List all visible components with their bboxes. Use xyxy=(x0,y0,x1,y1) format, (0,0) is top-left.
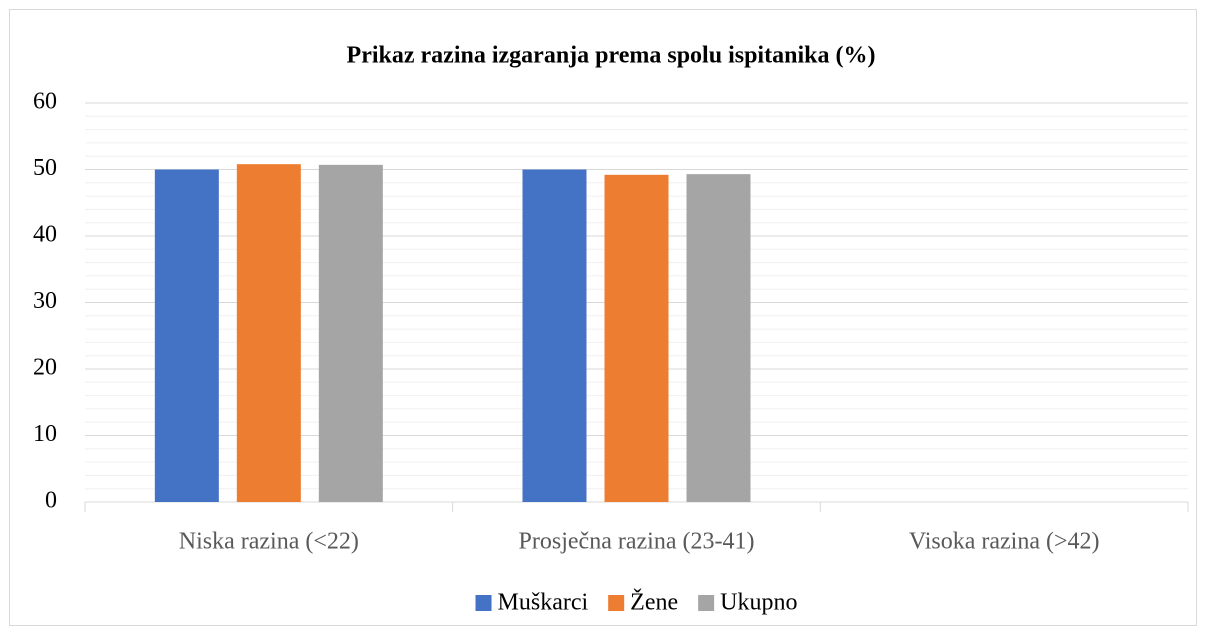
bar xyxy=(154,169,219,502)
legend-swatch xyxy=(475,595,492,611)
bar xyxy=(686,174,751,502)
legend-label: Žene xyxy=(630,590,678,616)
y-tick-label: 60 xyxy=(33,89,57,115)
bar xyxy=(318,164,383,502)
y-tick-label: 40 xyxy=(33,222,57,248)
bar xyxy=(604,174,669,502)
y-tick-label: 30 xyxy=(33,288,57,314)
bar xyxy=(522,169,587,502)
y-tick-label: 50 xyxy=(33,155,57,181)
x-tick-label: Niska razina (<22) xyxy=(179,529,359,555)
legend-label: Muškarci xyxy=(498,590,589,616)
x-tick-label: Visoka razina (>42) xyxy=(909,529,1100,555)
legend-swatch xyxy=(608,595,625,611)
legend-label: Ukupno xyxy=(720,590,797,616)
bar xyxy=(236,164,301,502)
chart-title: Prikaz razina izgaranja prema spolu ispi… xyxy=(347,43,876,69)
y-tick-label: 0 xyxy=(45,488,57,514)
y-tick-label: 20 xyxy=(33,355,57,381)
legend-swatch xyxy=(698,595,715,611)
y-tick-label: 10 xyxy=(33,421,57,447)
x-tick-label: Prosječna razina (23-41) xyxy=(519,529,755,555)
